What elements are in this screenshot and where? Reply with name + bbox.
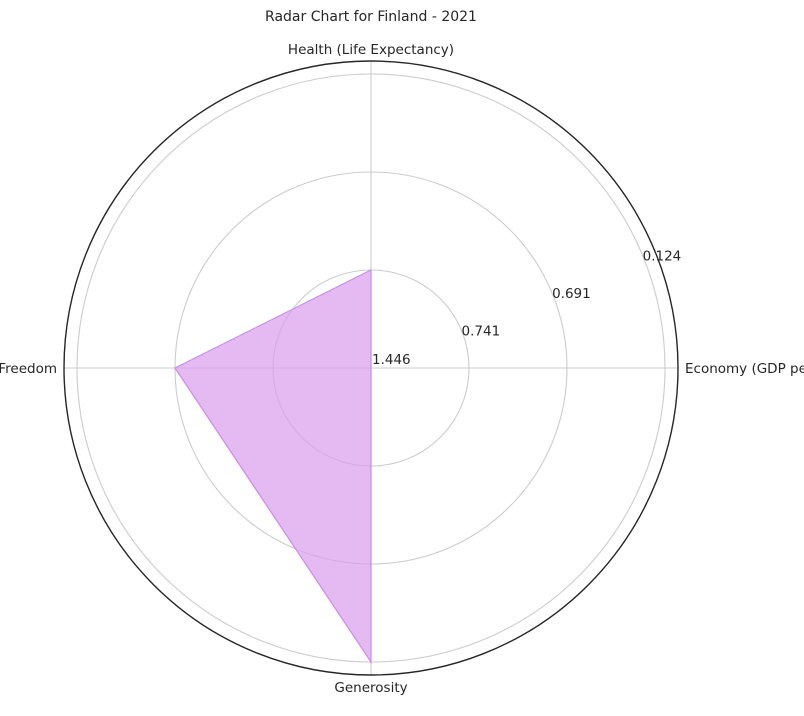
polar-frame: [63, 60, 679, 676]
series-layer: [174, 269, 372, 664]
chart-title: Radar Chart for Finland - 2021: [265, 9, 477, 25]
radial-tick-label-2: 0.691: [552, 286, 591, 302]
axis-label-2: Health (Life Expectancy): [288, 42, 454, 58]
center-tick-label: 1.446: [372, 352, 411, 368]
series-area: [174, 269, 372, 664]
radial-tick-label-3: 0.124: [643, 248, 682, 264]
axis-label-4: Generosity: [334, 680, 407, 696]
axis-label-1: Economy (GDP per Capita): [685, 361, 804, 377]
radial-tick-label-1: 0.741: [462, 323, 501, 339]
label-layer: Economy (GDP per Capita) Health (Life Exp…: [0, 42, 804, 696]
axis-label-3: Freedom: [0, 361, 57, 377]
